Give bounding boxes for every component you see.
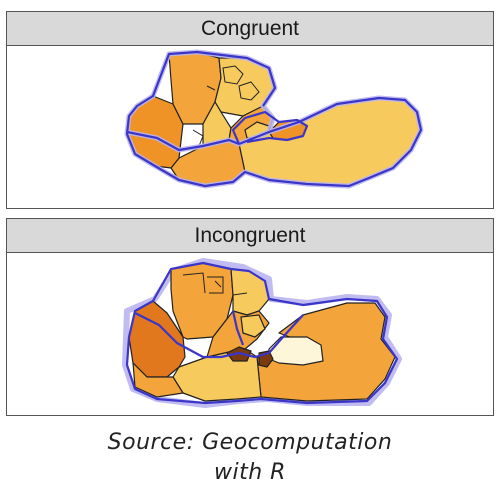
- congruent-map: [124, 49, 424, 189]
- source-caption-line2: with R: [214, 460, 286, 485]
- source-caption-line1: Source: Geocomputation: [107, 430, 393, 455]
- region-southwest: [132, 362, 184, 398]
- region-pale: [268, 336, 324, 366]
- boundary-outer: [125, 50, 423, 188]
- region-west: [128, 300, 186, 378]
- incongruent-map: [122, 258, 402, 408]
- map-panel-congruent: Congruent: [6, 11, 494, 209]
- panel-title-congruent: Congruent: [7, 12, 493, 46]
- panel-title-text: Congruent: [200, 16, 300, 40]
- map-panel-incongruent: Incongruent: [6, 218, 494, 416]
- panel-title-incongruent: Incongruent: [7, 219, 493, 253]
- panel-title-text: Incongruent: [194, 223, 306, 247]
- boundary-north-split: [231, 310, 245, 346]
- boundary-west-link: [134, 312, 240, 359]
- boundary-central: [238, 314, 304, 359]
- region-small-light: [240, 314, 266, 338]
- boundary-central-ring: [231, 110, 309, 145]
- boundary-west-link: [126, 130, 240, 152]
- boundary-outer: [125, 261, 399, 405]
